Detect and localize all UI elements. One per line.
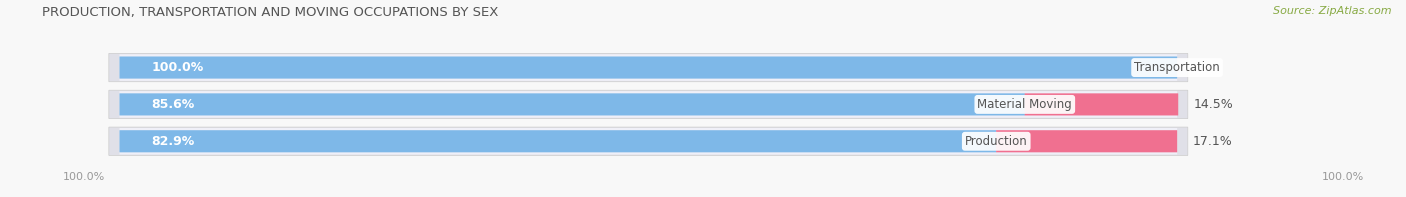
FancyBboxPatch shape [120, 54, 1177, 81]
Text: 82.9%: 82.9% [152, 135, 194, 148]
Text: 14.5%: 14.5% [1194, 98, 1233, 111]
Text: 100.0%: 100.0% [1322, 172, 1364, 182]
Text: 85.6%: 85.6% [152, 98, 194, 111]
FancyBboxPatch shape [120, 91, 1177, 118]
FancyBboxPatch shape [120, 57, 1177, 79]
FancyBboxPatch shape [995, 130, 1177, 152]
Text: 17.1%: 17.1% [1192, 135, 1233, 148]
Text: 100.0%: 100.0% [152, 61, 204, 74]
Text: Source: ZipAtlas.com: Source: ZipAtlas.com [1274, 6, 1392, 16]
FancyBboxPatch shape [1025, 93, 1178, 115]
FancyBboxPatch shape [108, 127, 1188, 155]
Text: PRODUCTION, TRANSPORTATION AND MOVING OCCUPATIONS BY SEX: PRODUCTION, TRANSPORTATION AND MOVING OC… [42, 6, 499, 19]
Text: Production: Production [965, 135, 1028, 148]
Legend: Male, Female: Male, Female [567, 192, 695, 197]
FancyBboxPatch shape [120, 93, 1025, 115]
FancyBboxPatch shape [120, 128, 1177, 154]
Text: Transportation: Transportation [1135, 61, 1220, 74]
Text: Material Moving: Material Moving [977, 98, 1073, 111]
FancyBboxPatch shape [108, 90, 1188, 119]
FancyBboxPatch shape [108, 53, 1188, 82]
Text: 100.0%: 100.0% [63, 172, 105, 182]
FancyBboxPatch shape [120, 130, 997, 152]
